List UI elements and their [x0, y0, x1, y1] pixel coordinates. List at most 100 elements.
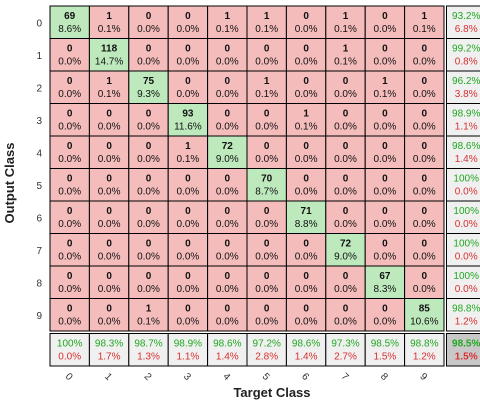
cell-percent: 0.0%	[295, 187, 318, 198]
cell-percent: 0.0%	[98, 122, 121, 133]
row-summary-correct: 100%	[453, 174, 479, 185]
cell-count: 1	[422, 11, 428, 22]
cell-percent: 0.0%	[216, 317, 239, 328]
cell-percent: 0.0%	[374, 187, 397, 198]
cell-percent: 0.0%	[295, 24, 318, 35]
cell-percent: 0.0%	[374, 252, 397, 263]
row-summary-error: 0.0%	[455, 284, 478, 295]
cell-percent: 0.0%	[137, 252, 160, 263]
cell-count: 0	[225, 109, 231, 120]
row-summary-cell	[446, 265, 480, 299]
cell-count: 0	[225, 304, 231, 315]
matrix-cell	[207, 298, 248, 332]
matrix-cell	[325, 200, 366, 234]
cell-percent: 0.0%	[177, 24, 200, 35]
cell-percent: 0.0%	[334, 284, 357, 295]
cell-count: 0	[422, 174, 428, 185]
cell-count: 0	[422, 239, 428, 250]
col-summary-correct: 98.8%	[410, 339, 438, 350]
cell-count: 0	[382, 239, 388, 250]
matrix-cell	[404, 200, 445, 234]
matrix-cell	[404, 5, 445, 39]
row-summary-cell	[446, 38, 480, 72]
matrix-cell	[325, 135, 366, 169]
matrix-cell	[404, 135, 445, 169]
matrix-cell	[404, 70, 445, 104]
cell-count: 0	[303, 141, 309, 152]
cell-count: 0	[303, 304, 309, 315]
matrix-cell	[167, 200, 209, 234]
matrix-cell	[246, 5, 287, 39]
cell-percent: 0.1%	[255, 24, 278, 35]
col-summary-correct: 98.9%	[174, 339, 202, 350]
cell-count: 72	[340, 239, 352, 250]
cell-percent: 0.0%	[295, 57, 318, 68]
row-summary-correct: 98.6%	[452, 141, 480, 152]
cell-percent: 0.0%	[137, 57, 160, 68]
cell-percent: 0.0%	[137, 219, 160, 230]
row-summary-error: 3.8%	[455, 89, 478, 100]
col-summary-cell	[285, 333, 327, 367]
matrix-cell	[364, 168, 406, 202]
cell-count: 0	[303, 76, 309, 87]
matrix-cell	[364, 200, 406, 234]
y-tick-label: 7	[36, 246, 42, 257]
cell-percent: 0.0%	[413, 284, 436, 295]
col-summary-correct: 98.5%	[371, 339, 399, 350]
x-tick-label: 1	[102, 371, 114, 383]
matrix-cell	[246, 298, 287, 332]
cell-percent: 0.0%	[177, 284, 200, 295]
col-summary-error: 1.7%	[98, 352, 121, 363]
cell-count: 0	[303, 44, 309, 55]
cell-percent: 0.1%	[98, 89, 121, 100]
cell-count: 1	[225, 11, 231, 22]
cell-percent: 0.0%	[98, 187, 121, 198]
col-summary-error: 1.5%	[374, 352, 397, 363]
cell-count: 0	[67, 109, 73, 120]
cell-percent: 0.0%	[58, 122, 81, 133]
col-summary-correct: 100%	[57, 339, 83, 350]
matrix-cell	[88, 233, 130, 267]
cell-percent: 0.0%	[177, 317, 200, 328]
cell-count: 0	[422, 76, 428, 87]
cell-count: 0	[146, 271, 152, 282]
matrix-cell	[285, 233, 327, 267]
x-tick-label: 9	[417, 371, 429, 383]
cell-count: 0	[382, 44, 388, 55]
matrix-cell	[88, 38, 130, 72]
cell-count: 1	[106, 76, 112, 87]
overall-correct: 98.5%	[452, 339, 480, 350]
cell-count: 0	[264, 239, 270, 250]
col-summary-error: 0.0%	[58, 352, 81, 363]
matrix-cell	[404, 38, 445, 72]
y-tick-label: 6	[36, 213, 42, 224]
matrix-cell	[128, 70, 169, 104]
matrix-cell	[246, 135, 287, 169]
cell-count: 0	[185, 271, 191, 282]
cell-percent: 0.0%	[58, 284, 81, 295]
matrix-cell	[246, 38, 287, 72]
cell-count: 0	[146, 141, 152, 152]
cell-percent: 0.0%	[413, 122, 436, 133]
cell-percent: 0.0%	[216, 284, 239, 295]
matrix-cell	[49, 70, 90, 104]
cell-percent: 0.0%	[374, 317, 397, 328]
cell-count: 0	[106, 174, 112, 185]
cell-percent: 0.0%	[374, 24, 397, 35]
matrix-cell	[285, 103, 327, 137]
cell-percent: 0.0%	[334, 89, 357, 100]
row-summary-cell	[446, 233, 480, 267]
matrix-cell	[364, 38, 406, 72]
matrix-cell	[49, 168, 90, 202]
col-summary-cell	[364, 333, 406, 367]
col-summary-cell	[325, 333, 366, 367]
cell-percent: 0.0%	[334, 122, 357, 133]
cell-count: 1	[264, 76, 270, 87]
col-summary-correct: 97.3%	[331, 339, 359, 350]
cell-count: 0	[106, 206, 112, 217]
cell-count: 1	[303, 109, 309, 120]
cell-count: 69	[64, 11, 76, 22]
cell-percent: 0.0%	[413, 252, 436, 263]
y-tick-label: 4	[36, 148, 42, 159]
cell-percent: 0.0%	[98, 219, 121, 230]
